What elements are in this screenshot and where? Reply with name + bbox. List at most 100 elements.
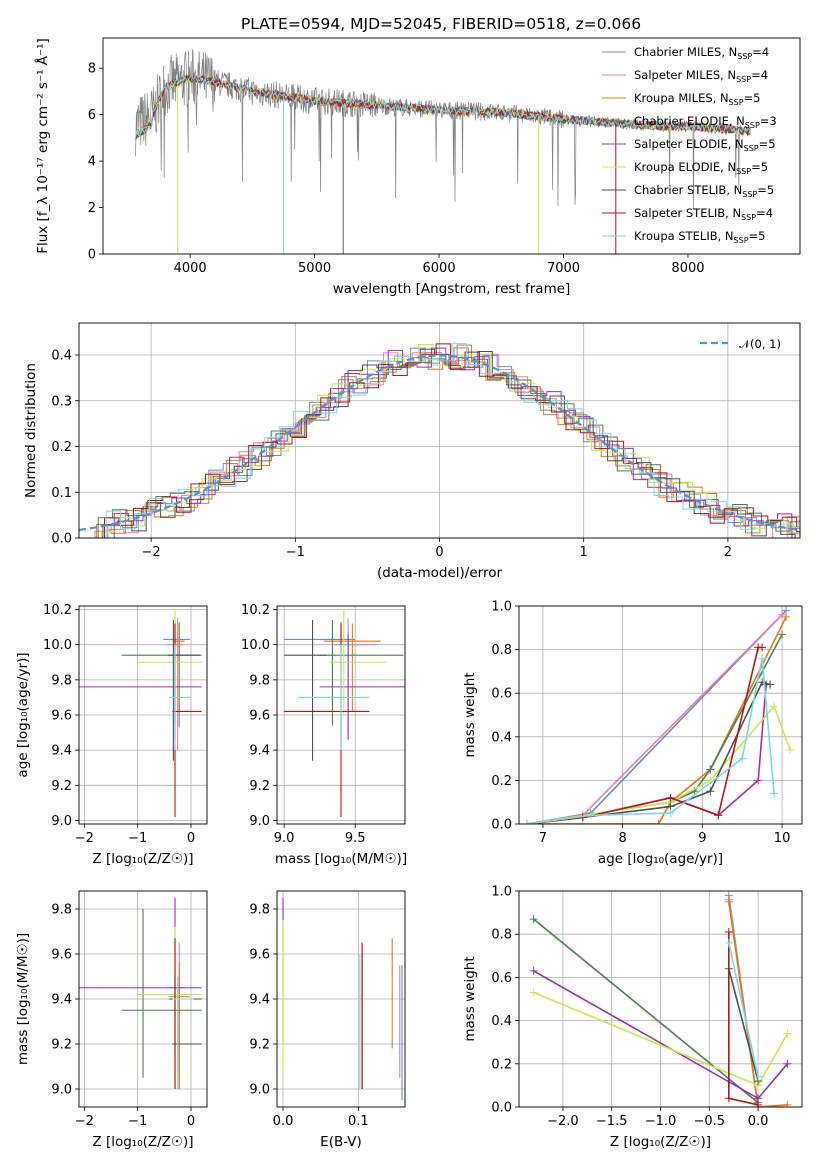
- data-point: [654, 820, 663, 824]
- legend-entry: Kroupa MILES, NSSP=5: [634, 91, 760, 107]
- x-axis-label: Z [log₁₀(Z/Z☉)]: [92, 1134, 193, 1150]
- x-tick-label: −2: [75, 831, 94, 846]
- data-point: [754, 776, 763, 785]
- axes-frame: [518, 605, 803, 825]
- x-tick-label: 7: [539, 831, 547, 846]
- legend-entry: Kroupa ELODIE, NSSP=5: [634, 160, 768, 176]
- x-tick-label: 0.0: [273, 1114, 294, 1129]
- y-tick-label: 0.8: [491, 928, 512, 943]
- histogram-step: [82, 344, 800, 538]
- x-tick-label: 4000: [174, 261, 207, 276]
- mass-vs-Z-panel: −2 −1 0 9.0 9.2 9.4 9.6 9.8 Z [log₁₀(Z/Z☉)] mass …: [15, 890, 208, 1150]
- y-tick-label: 8: [88, 62, 96, 77]
- gaussian-curve: [79, 354, 800, 532]
- data-point: [754, 1100, 763, 1107]
- y-tick-label: 0.2: [491, 774, 512, 789]
- series-line: [728, 968, 759, 1082]
- x-axis-label: Z [log₁₀(Z/Z☉)]: [92, 851, 193, 867]
- figure-title: PLATE=0594, MJD=52045, FIBERID=0518, z=0…: [241, 15, 641, 33]
- data-point: [786, 745, 795, 754]
- series-line: [728, 901, 788, 1107]
- mass-vs-EBV-panel: 0.0 0.1 9.0 9.2 9.4 9.6 9.8 E(B-V): [249, 890, 406, 1150]
- legend-entry: Kroupa STELIB, NSSP=5: [634, 229, 765, 245]
- data-point: [754, 1072, 763, 1081]
- data-point: [666, 793, 675, 802]
- x-tick-label: 0.1: [348, 1114, 369, 1129]
- data-point: [782, 612, 791, 621]
- y-tick-label: 0.2: [491, 1057, 512, 1072]
- y-tick-label: 9.8: [51, 903, 72, 918]
- x-axis-label: age [log₁₀(age/yr)]: [598, 851, 723, 867]
- weight-vs-age-data: [522, 606, 795, 824]
- data-point: [758, 654, 767, 663]
- series-line: [728, 942, 759, 1077]
- y-tick-label: 0: [88, 248, 96, 263]
- x-tick-label: 9.5: [345, 831, 366, 846]
- x-tick-label: 8000: [671, 261, 704, 276]
- data-point: [783, 1059, 792, 1068]
- x-tick-label: 6000: [423, 261, 456, 276]
- histogram-step: [88, 348, 800, 538]
- histogram-step: [85, 347, 800, 538]
- y-tick-label: 0.2: [51, 440, 72, 455]
- weight-vs-Z-data: [529, 891, 792, 1107]
- data-point: [706, 765, 715, 774]
- data-point: [586, 811, 595, 820]
- x-tick-label: 9.0: [274, 831, 295, 846]
- y-tick-label: 9.2: [249, 1038, 270, 1053]
- y-tick-label: 0.0: [491, 1101, 512, 1116]
- y-tick-label: 9.4: [249, 993, 270, 1008]
- y-tick-label: 9.8: [249, 903, 270, 918]
- x-tick-label: 7000: [547, 261, 580, 276]
- series-line: [533, 918, 759, 1104]
- data-point: [738, 754, 747, 763]
- x-tick-label: 0: [435, 545, 443, 560]
- y-tick-label: 10.0: [43, 638, 72, 653]
- data-point: [724, 897, 733, 906]
- age-vs-Z-panel: −2 −1 0 9.0 9.2 9.4 9.6 9.8 10.0 10.2 Z [log₁₀(Z/Z…: [15, 603, 208, 867]
- y-tick-label: 9.4: [51, 744, 72, 759]
- y-tick-label: 9.8: [249, 673, 270, 688]
- data-point: [529, 915, 538, 924]
- data-point: [766, 680, 775, 689]
- y-tick-label: 0.1: [51, 486, 72, 501]
- data-point: [783, 1100, 792, 1107]
- y-tick-label: 10.2: [241, 603, 270, 618]
- y-tick-label: 9.4: [249, 744, 270, 759]
- series-line: [526, 658, 775, 824]
- data-point: [724, 928, 733, 937]
- y-tick-label: 9.0: [51, 814, 72, 829]
- x-tick-label: 0: [187, 1114, 195, 1129]
- y-tick-label: 0.3: [51, 394, 72, 409]
- y-tick-label: 0.8: [491, 643, 512, 658]
- y-tick-label: 0.4: [51, 349, 72, 364]
- x-tick-label: −1: [128, 1114, 147, 1129]
- residuals-data: [79, 343, 800, 538]
- histogram-step: [86, 344, 800, 538]
- data-point: [714, 811, 723, 820]
- data-point: [666, 809, 675, 818]
- model-spectrum: [134, 73, 751, 140]
- series-line: [526, 633, 783, 824]
- legend-entry: Chabrier ELODIE, NSSP=3: [634, 114, 777, 130]
- histogram-step: [80, 352, 800, 538]
- x-axis-label: E(B-V): [320, 1134, 362, 1150]
- y-tick-label: 2: [88, 201, 96, 216]
- weight-vs-Z-panel: −2.0 −1.5 −1.0 −0.5 0.0 0.0 0.2 0.4 0.6 0.8 1.0 Z […: [462, 885, 803, 1150]
- y-axis-label: mass [log₁₀(M/M☉)]: [15, 933, 31, 1065]
- axes-frame: [276, 605, 406, 825]
- x-tick-label: 5000: [298, 261, 331, 276]
- y-tick-label: 0.0: [51, 532, 72, 547]
- y-axis-label: mass weight: [462, 956, 478, 1041]
- data-point: [522, 820, 531, 824]
- histogram-step: [91, 343, 800, 538]
- x-tick-label: 0.0: [748, 1114, 769, 1129]
- axes-frame: [78, 322, 801, 539]
- y-tick-label: 9.6: [51, 709, 72, 724]
- x-axis-label: (data-model)/error: [377, 565, 503, 581]
- residuals-panel: −2 −1 0 1 2 0.0 0.1 0.2 0.3 0.4 (data-model)/error…: [23, 322, 801, 581]
- age-vs-Z-data: [79, 609, 202, 817]
- y-tick-label: 4: [88, 155, 96, 170]
- y-axis-label: Normed distribution: [23, 363, 39, 498]
